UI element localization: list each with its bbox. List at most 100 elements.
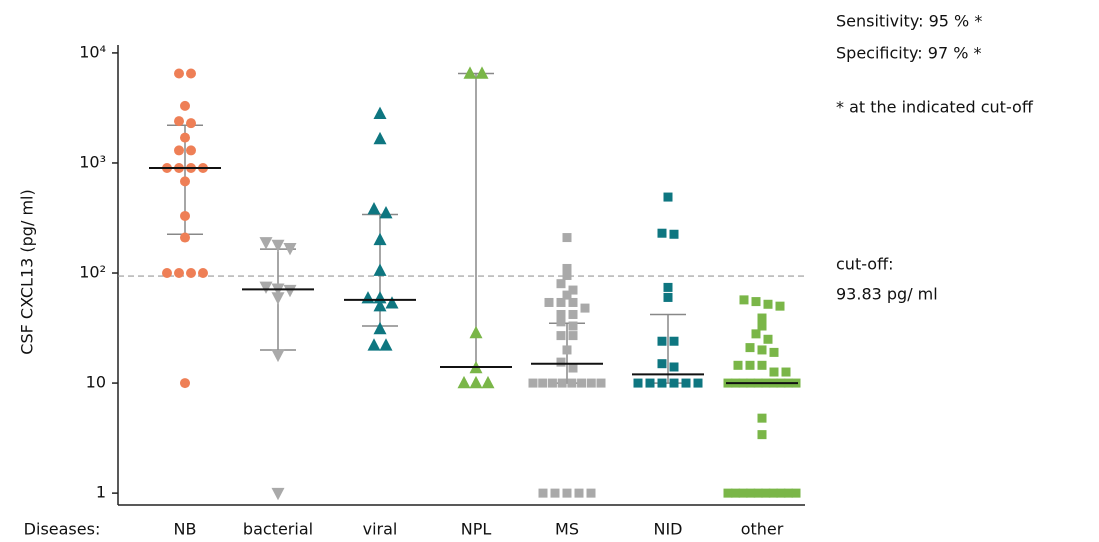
data-point: [586, 378, 596, 388]
data-point: [562, 270, 572, 280]
data-point: [757, 313, 767, 323]
data-point: [567, 378, 577, 388]
data-point: [775, 301, 785, 311]
y-axis-label: CSF CXCL13 (pg/ ml): [18, 189, 37, 354]
data-point: [283, 243, 297, 256]
data-point: [657, 228, 667, 238]
data-point: [663, 292, 673, 302]
data-point: [373, 321, 387, 335]
data-point: [757, 413, 767, 423]
data-point: [761, 488, 771, 498]
data-point: [739, 295, 749, 305]
data-point: [271, 349, 285, 363]
data-point: [373, 298, 387, 312]
data-point: [574, 488, 584, 498]
data-point: [538, 488, 548, 498]
data-point: [186, 118, 196, 129]
data-point: [373, 106, 387, 119]
data-point: [180, 378, 190, 389]
data-point: [180, 232, 190, 243]
data-point: [769, 347, 779, 357]
y-tick-label: 10: [86, 373, 106, 392]
x-axis-label: Diseases:: [24, 520, 101, 539]
data-point: [481, 375, 495, 389]
data-point: [463, 66, 477, 79]
annotation: Sensitivity: 95 % *: [836, 12, 982, 31]
data-point: [556, 309, 566, 319]
y-tick-label: 10⁴: [79, 42, 106, 61]
data-point: [763, 334, 773, 344]
data-point: [379, 338, 393, 351]
data-point: [568, 331, 578, 341]
data-point: [367, 202, 381, 215]
data-point: [186, 68, 196, 79]
cutoff-label: cut-off:: [836, 255, 893, 274]
data-point: [723, 488, 733, 498]
data-point: [781, 367, 791, 377]
data-point: [556, 279, 566, 289]
data-point: [580, 303, 590, 313]
data-point: [757, 430, 767, 440]
data-point: [180, 176, 190, 187]
data-point: [633, 378, 643, 388]
x-tick-label: other: [741, 520, 784, 539]
data-point: [180, 100, 190, 111]
data-point: [596, 378, 606, 388]
data-point: [283, 284, 297, 298]
annotation: Specificity: 97 % *: [836, 44, 982, 63]
cutoff-label: 93.83 pg/ ml: [836, 285, 938, 304]
data-point: [657, 378, 667, 388]
data-point: [469, 375, 483, 389]
x-tick-label: NID: [653, 520, 682, 539]
data-point: [562, 263, 572, 273]
data-point: [657, 336, 667, 346]
data-point: [568, 297, 578, 307]
data-point: [361, 291, 375, 304]
data-point: [469, 325, 483, 339]
data-point: [669, 336, 679, 346]
data-point: [663, 282, 673, 292]
data-point: [174, 145, 184, 156]
data-point: [791, 488, 801, 498]
data-point: [271, 239, 285, 253]
data-point: [681, 378, 691, 388]
data-point: [731, 488, 741, 498]
data-point: [259, 281, 273, 294]
data-point: [568, 285, 578, 295]
x-tick-label: NB: [174, 520, 197, 539]
data-point: [556, 317, 566, 327]
data-point: [259, 237, 273, 250]
data-point: [556, 357, 566, 367]
y-tick-label: 1: [96, 483, 106, 502]
data-point: [669, 378, 679, 388]
data-point: [271, 487, 285, 501]
data-point: [186, 268, 196, 279]
data-point: [746, 488, 756, 498]
data-point: [556, 297, 566, 307]
data-point: [753, 488, 763, 498]
data-point: [663, 192, 673, 202]
data-point: [757, 345, 767, 355]
data-point: [562, 290, 572, 300]
data-point: [783, 488, 793, 498]
data-point: [180, 210, 190, 221]
data-point: [385, 296, 399, 309]
data-point: [586, 488, 596, 498]
x-tick-label: viral: [363, 520, 398, 539]
x-tick-label: NPL: [461, 520, 492, 539]
data-point: [198, 268, 208, 279]
data-point: [528, 378, 538, 388]
data-point: [174, 268, 184, 279]
data-point: [379, 205, 393, 219]
data-point: [174, 116, 184, 127]
data-point: [550, 488, 560, 498]
data-point: [645, 378, 655, 388]
data-point: [693, 378, 703, 388]
data-point: [162, 268, 172, 279]
y-tick-label: 10³: [79, 152, 106, 171]
data-point: [769, 367, 779, 377]
data-point: [763, 299, 773, 309]
data-point: [547, 378, 557, 388]
data-point: [568, 363, 578, 373]
data-point: [538, 378, 548, 388]
